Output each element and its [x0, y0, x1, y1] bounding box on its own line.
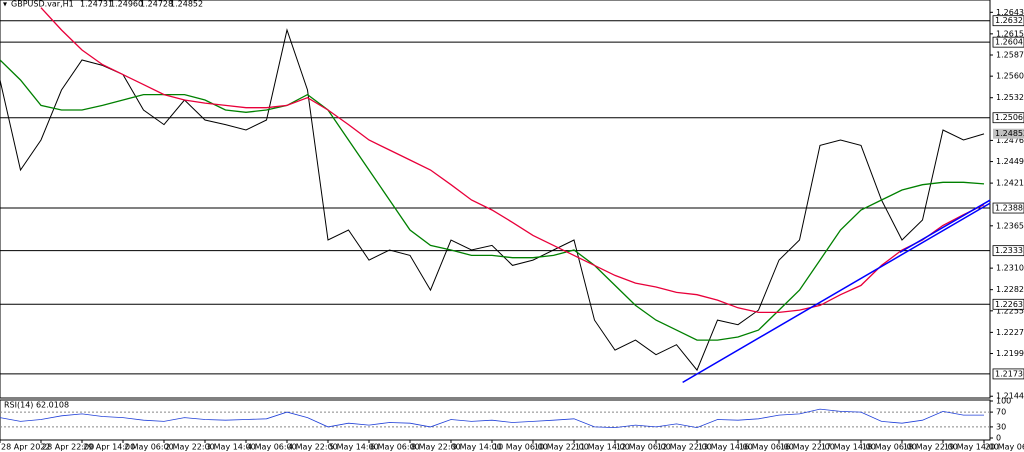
x-tick-label: 5 May 14:00 — [329, 443, 379, 452]
x-tick-label: 12 May 06:00 — [616, 443, 671, 452]
x-tick-label: 19 May 14:00 — [944, 443, 999, 452]
y-tick-label: 1.25600 — [996, 72, 1024, 81]
ohlc-value: 1.24728 — [140, 0, 173, 9]
y-tick-label: 1.23105 — [996, 264, 1024, 273]
header-arrow: ▾ — [3, 0, 7, 9]
y-tick-label: 1.25320 — [996, 93, 1024, 102]
level-label: 1.25060 — [995, 113, 1024, 122]
x-tick-label: 9 May 14:00 — [452, 443, 502, 452]
ohlc-value: 1.24731 — [80, 0, 113, 9]
x-tick-label: 28 Apr 2022 — [1, 443, 50, 452]
y-tick-label: 1.23655 — [996, 221, 1024, 230]
x-tick-label: 17 May 14:00 — [821, 443, 876, 452]
x-tick-label: 18 May 22:00 — [903, 443, 958, 452]
level-label-box — [992, 112, 1024, 124]
y-tick-label: 1.22270 — [996, 328, 1024, 337]
indicator-tick-label: 0 — [996, 434, 1001, 443]
ohlc-value: 1.24960 — [110, 0, 143, 9]
trendline — [682, 202, 991, 384]
y-tick-label: 1.24490 — [996, 157, 1024, 166]
x-tick-label: 10 May 22:00 — [534, 443, 589, 452]
y-tick-label: 1.22825 — [996, 285, 1024, 294]
level-label-box — [992, 368, 1024, 380]
y-tick-label: 1.26430 — [996, 8, 1024, 17]
level-label-box — [992, 245, 1024, 257]
x-tick-label: 28 Apr 22:00 — [42, 443, 94, 452]
indicator-line — [0, 408, 984, 429]
series-line — [0, 28, 985, 372]
x-tick-label: 6 May 06:00 — [370, 443, 420, 452]
indicator-tick-label: 70 — [996, 408, 1006, 417]
level-label-box — [992, 202, 1024, 214]
trendline — [899, 199, 991, 254]
series-line — [40, 7, 985, 314]
x-tick-label: 2 May 06:00 — [124, 443, 174, 452]
level-label: 1.26042 — [995, 38, 1024, 47]
x-tick-label: 13 May 14:00 — [698, 443, 753, 452]
y-tick-label: 1.24210 — [996, 179, 1024, 188]
x-tick-label: 16 May 22:00 — [780, 443, 835, 452]
level-label: 1.23332 — [995, 246, 1024, 255]
current-price-label: 1.24852 — [995, 129, 1024, 138]
level-label: 1.23886 — [995, 204, 1024, 213]
y-tick-label: 1.21995 — [996, 349, 1024, 358]
y-tick-label: 1.25875 — [996, 51, 1024, 60]
y-tick-label: 1.21440 — [996, 392, 1024, 401]
y-tick-label: 1.22550 — [996, 306, 1024, 315]
indicator-title: RSI(14) 62.0108 — [4, 401, 69, 410]
x-tick-label: 3 May 14:00 — [206, 443, 256, 452]
ohlc-value: 1.24852 — [170, 0, 203, 9]
x-tick-label: 4 May 06:00 — [247, 443, 297, 452]
level-label: 1.22635 — [995, 300, 1024, 309]
x-tick-label: 4 May 22:00 — [288, 443, 338, 452]
indicator-panel — [0, 399, 991, 441]
x-tick-label: 12 May 22:00 — [657, 443, 712, 452]
x-tick-label: 29 Apr 14:00 — [83, 443, 135, 452]
indicator-tick-label: 100 — [996, 397, 1011, 406]
y-tick-label: 1.24765 — [996, 136, 1024, 145]
indicator-tick-label: 30 — [996, 422, 1006, 431]
level-label-box — [992, 15, 1024, 27]
x-tick-label: 11 May 14:00 — [575, 443, 630, 452]
x-tick-label: 2 May 22:00 — [165, 443, 215, 452]
chart-title: GBPUSD.var,H1 — [11, 0, 74, 9]
y-tick-label: 1.26150 — [996, 29, 1024, 38]
current-price-box — [993, 128, 1024, 139]
level-label: 1.21730 — [995, 369, 1024, 378]
series-line — [0, 59, 985, 341]
main-panel — [0, 0, 991, 399]
x-tick-label: 20 May 06:00 — [985, 443, 1024, 452]
level-label-box — [992, 298, 1024, 310]
x-tick-label: 18 May 06:00 — [862, 443, 917, 452]
level-label-box — [992, 36, 1024, 48]
x-tick-label: 10 May 06:00 — [493, 443, 548, 452]
x-tick-label: 8 May 22:00 — [411, 443, 461, 452]
x-tick-label: 16 May 06:00 — [739, 443, 794, 452]
